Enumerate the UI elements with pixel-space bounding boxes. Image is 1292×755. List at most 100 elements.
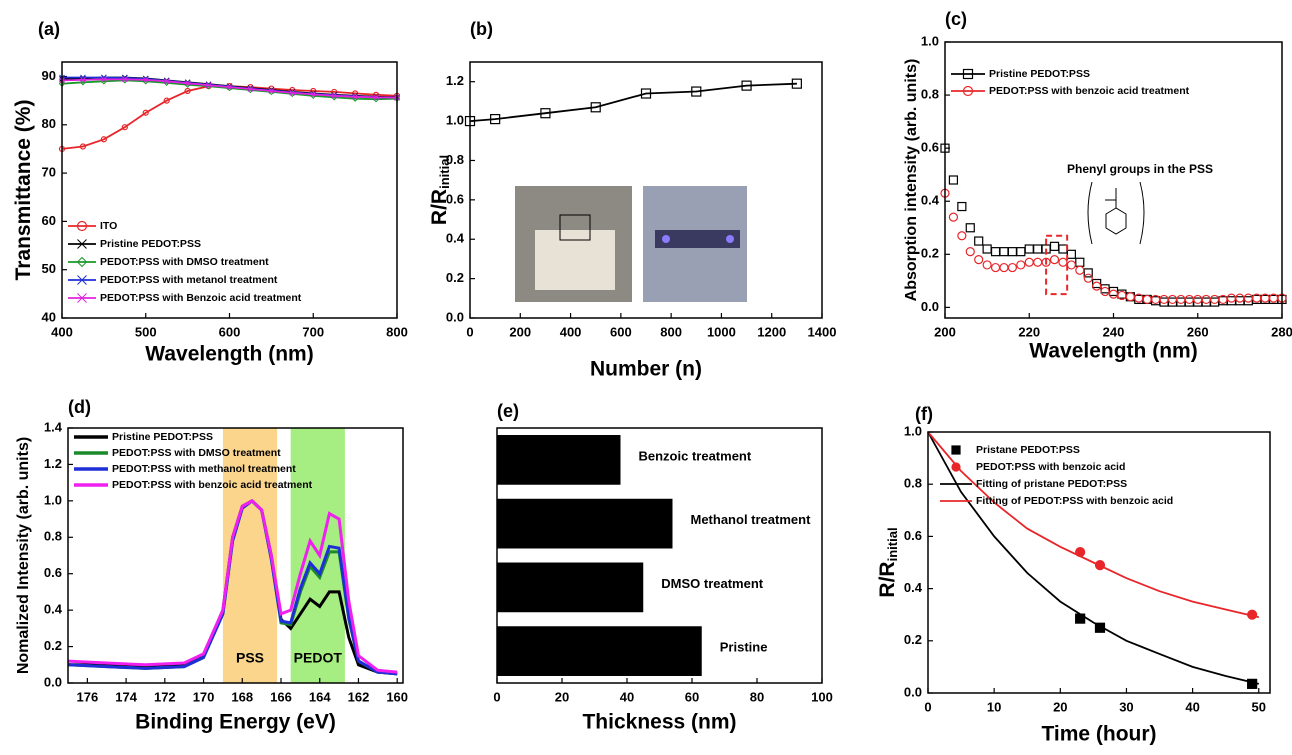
y-tick-label: 1.0 <box>44 492 62 507</box>
marker <box>948 175 959 185</box>
y-tick-label: 1.0 <box>904 423 922 438</box>
y-tick-label: 0.2 <box>44 638 62 653</box>
panel-label: (b) <box>470 19 493 39</box>
marker <box>121 124 128 131</box>
band-label: PSS <box>236 650 264 666</box>
x-tick-label: 220 <box>1018 324 1040 339</box>
marker <box>1193 294 1203 305</box>
legend-label: PEDOT:PSS with Benzoic acid treatment <box>100 292 302 304</box>
bar-category-label: Pristine <box>720 640 768 655</box>
x-tick-label: 400 <box>51 324 73 339</box>
y-tick-label: 0.6 <box>44 565 62 580</box>
bracket <box>1087 181 1145 245</box>
marker <box>1083 273 1093 283</box>
x-tick-label: 40 <box>620 689 634 704</box>
series-line <box>927 431 1260 685</box>
y-axis-label-main: Absorption intensity (arb. units) <box>903 59 920 302</box>
y-axis-label-main: Nomalized Intensity (arb. units) <box>15 437 32 674</box>
y-tick-label: 0.4 <box>904 580 923 595</box>
x-tick-label: 166 <box>270 689 292 704</box>
marker <box>1243 293 1253 303</box>
marker <box>77 275 87 285</box>
x-axis-label: Wavelength (nm) <box>145 343 313 366</box>
marker <box>962 68 974 80</box>
x-tick-label: 600 <box>610 324 632 339</box>
marker <box>1058 244 1068 254</box>
marker <box>1117 290 1127 301</box>
x-tick-label: 20 <box>555 689 569 704</box>
y-tick-label: 0.8 <box>904 476 922 491</box>
legend-label: Pristane PEDOT:PSS <box>976 444 1080 456</box>
legend-label: Pristine PEDOT:PSS <box>100 238 201 250</box>
marker <box>77 293 87 303</box>
marker <box>373 94 379 101</box>
x-tick-label: 1400 <box>808 324 837 339</box>
y-tick-label: 0.6 <box>921 140 939 155</box>
x-tick-label: 800 <box>386 324 408 339</box>
marker <box>982 244 992 254</box>
marker <box>1024 244 1034 254</box>
x-tick-label: 1000 <box>707 324 736 339</box>
marker <box>331 92 338 99</box>
y-tick-label: 0.2 <box>904 632 922 647</box>
marker <box>101 76 107 83</box>
x-axis-label: Time (hour) <box>1041 723 1156 746</box>
y-axis-label: Absorption intensity (arb. units) <box>903 59 920 302</box>
marker <box>490 114 501 125</box>
benzene-ring <box>1105 188 1127 235</box>
marker <box>974 255 984 265</box>
marker <box>310 91 317 98</box>
marker <box>1226 293 1237 303</box>
panel-label: (f) <box>915 404 933 424</box>
x-tick-label: 400 <box>560 324 582 339</box>
y-axis-label-sub: initial <box>885 527 900 561</box>
bar <box>497 435 621 485</box>
x-tick-label: 40 <box>1185 699 1199 714</box>
legend-label: Pristine PEDOT:PSS <box>112 431 213 443</box>
marker <box>990 247 1001 257</box>
marker <box>948 212 959 222</box>
marker <box>965 247 975 257</box>
series-line <box>67 499 398 674</box>
x-tick-label: 10 <box>987 699 1001 714</box>
legend-label: ITO <box>100 220 117 232</box>
marker <box>990 262 1001 273</box>
plot-frame <box>944 41 1283 319</box>
y-tick-label: 80 <box>42 116 56 131</box>
marker <box>268 88 275 94</box>
x-tick-label: 200 <box>509 324 531 339</box>
y-tick-label: 40 <box>42 309 56 324</box>
y-axis-label-main: R/R <box>428 189 451 225</box>
plot-frame <box>496 427 823 684</box>
x-tick-label: 260 <box>1187 324 1209 339</box>
y-tick-label: 0.4 <box>921 193 940 208</box>
y-tick-label: 0.2 <box>921 246 939 261</box>
annotation: Phenyl groups in the PSS <box>1067 162 1213 176</box>
marker <box>100 136 107 143</box>
marker <box>1024 257 1034 267</box>
marker <box>1184 294 1194 305</box>
marker <box>1209 294 1220 305</box>
legend-label: PEDOT:PSS with methanol treatment <box>112 463 296 475</box>
marker <box>640 88 652 99</box>
x-tick-label: 800 <box>660 324 682 339</box>
marker <box>79 143 87 150</box>
y-axis-label: R/Rinitial <box>428 155 453 225</box>
marker <box>1092 278 1102 289</box>
y-tick-label: 0.8 <box>921 87 939 102</box>
marker <box>1167 294 1178 305</box>
marker <box>791 78 802 89</box>
marker <box>76 256 88 268</box>
marker <box>691 86 702 97</box>
highlight-box <box>1045 234 1069 296</box>
x-tick-label: 162 <box>348 689 370 704</box>
y-tick-label: 1.2 <box>446 73 464 88</box>
y-tick-label: 0.4 <box>446 231 465 246</box>
marker <box>1218 294 1228 305</box>
y-axis-label-main: R/R <box>876 561 899 597</box>
marker <box>1235 293 1245 303</box>
marker <box>77 239 87 249</box>
marker <box>1083 268 1093 278</box>
marker <box>184 80 191 87</box>
x-tick-label: 30 <box>1119 699 1133 714</box>
